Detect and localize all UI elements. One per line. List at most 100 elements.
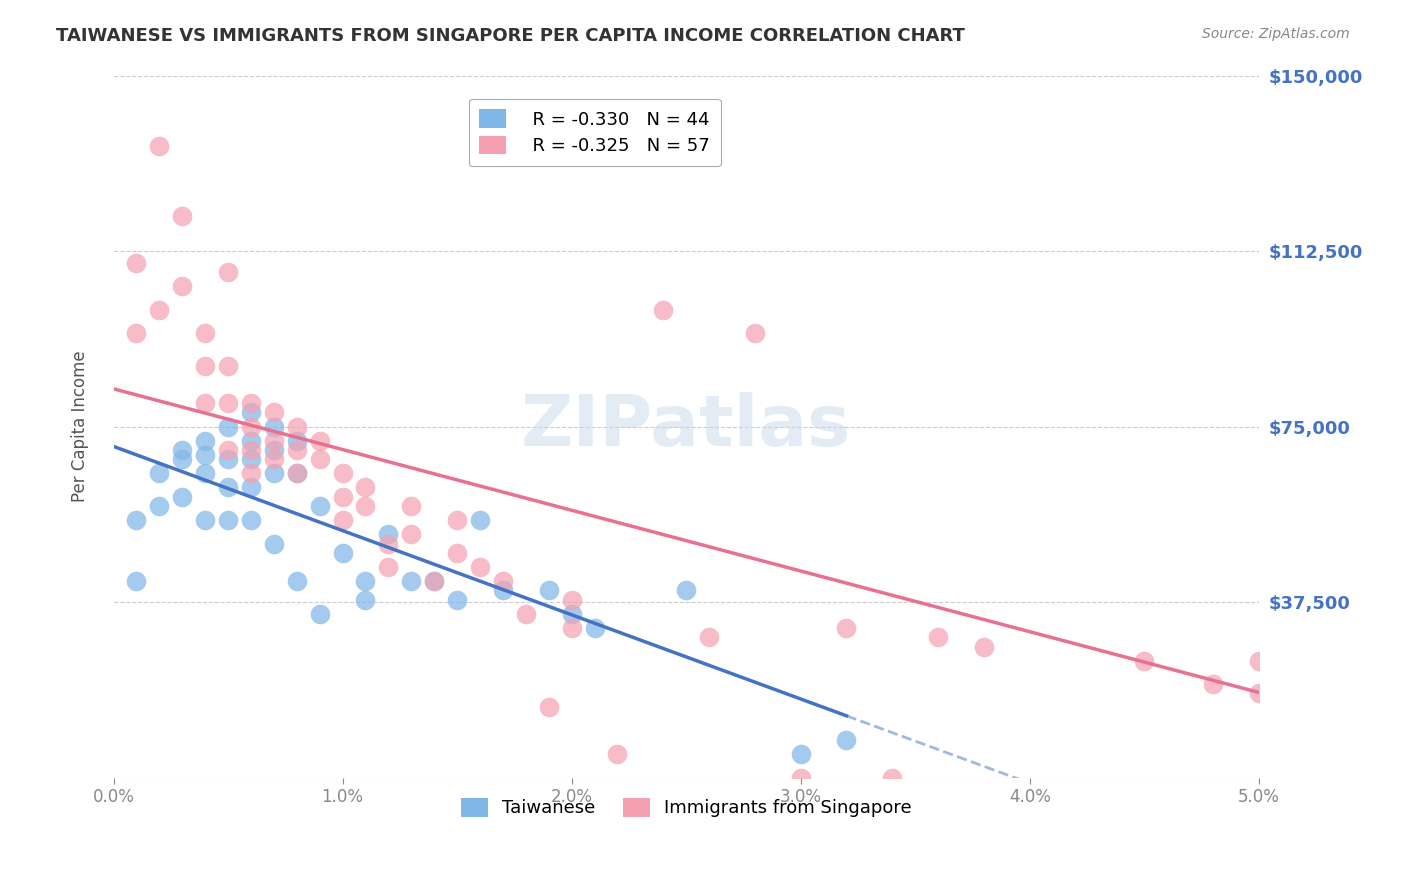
Point [263,434,285,448]
Point [194,513,217,527]
Point [401,499,423,513]
Point [125,574,148,588]
Y-axis label: Per Capita Income: Per Capita Income [72,351,89,502]
Point [515,607,537,621]
Text: ZIPatlas: ZIPatlas [522,392,851,461]
Point [263,467,285,481]
Point [561,607,583,621]
Point [401,527,423,541]
Point [1247,686,1270,700]
Point [332,513,354,527]
Point [537,583,560,598]
Point [354,480,377,494]
Point [423,574,446,588]
Point [927,630,949,644]
Point [561,621,583,635]
Point [423,574,446,588]
Point [240,396,263,410]
Point [354,499,377,513]
Point [973,640,995,654]
Point [194,448,217,462]
Point [1247,654,1270,668]
Point [217,396,239,410]
Point [217,265,239,279]
Point [285,467,308,481]
Point [697,630,720,644]
Point [217,452,239,467]
Point [263,419,285,434]
Point [332,467,354,481]
Point [240,405,263,419]
Point [217,419,239,434]
Point [468,560,491,574]
Point [835,733,858,747]
Point [377,527,399,541]
Point [308,452,330,467]
Point [172,452,194,467]
Point [308,434,330,448]
Point [194,326,217,340]
Point [240,434,263,448]
Point [606,747,628,761]
Point [148,302,170,317]
Point [240,442,263,457]
Point [332,546,354,560]
Point [148,467,170,481]
Point [263,536,285,550]
Point [172,490,194,504]
Point [468,513,491,527]
Point [263,442,285,457]
Point [240,452,263,467]
Point [492,583,515,598]
Point [240,467,263,481]
Point [240,480,263,494]
Point [537,700,560,714]
Point [285,419,308,434]
Point [446,546,468,560]
Point [285,434,308,448]
Point [263,405,285,419]
Point [354,592,377,607]
Point [125,513,148,527]
Point [172,209,194,223]
Point [172,442,194,457]
Point [240,513,263,527]
Point [789,747,811,761]
Point [354,574,377,588]
Point [332,490,354,504]
Point [1133,654,1156,668]
Point [744,326,766,340]
Point [835,621,858,635]
Point [377,560,399,574]
Point [401,574,423,588]
Point [561,592,583,607]
Point [492,574,515,588]
Point [789,771,811,785]
Point [446,592,468,607]
Point [882,771,904,785]
Point [1202,677,1225,691]
Point [217,442,239,457]
Point [652,302,675,317]
Point [285,574,308,588]
Point [148,499,170,513]
Point [263,452,285,467]
Point [377,536,399,550]
Point [217,513,239,527]
Point [194,467,217,481]
Text: TAIWANESE VS IMMIGRANTS FROM SINGAPORE PER CAPITA INCOME CORRELATION CHART: TAIWANESE VS IMMIGRANTS FROM SINGAPORE P… [56,27,965,45]
Point [172,279,194,293]
Point [446,513,468,527]
Point [285,467,308,481]
Point [194,434,217,448]
Point [217,480,239,494]
Point [194,396,217,410]
Point [217,359,239,373]
Point [148,138,170,153]
Legend: Taiwanese, Immigrants from Singapore: Taiwanese, Immigrants from Singapore [454,791,920,825]
Point [125,326,148,340]
Point [240,419,263,434]
Point [583,621,606,635]
Point [308,499,330,513]
Point [125,256,148,270]
